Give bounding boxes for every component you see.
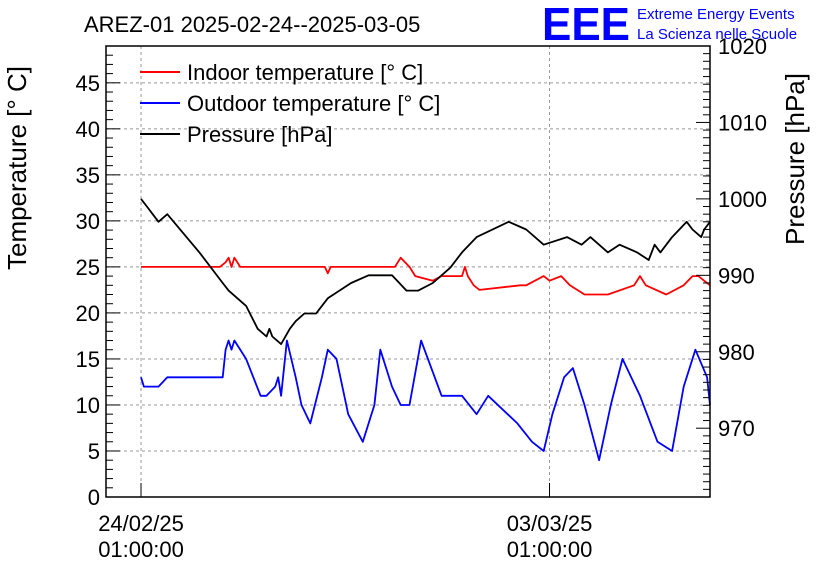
x-tick-label-time: 01:00:00 [507,537,593,562]
series-line-2 [140,198,711,346]
y-tick-label: 0 [88,485,100,510]
y-axis-right: 970 980 990 1000 1010 1020 [696,34,767,498]
legend-label-2: Pressure [hPa] [187,122,333,147]
logo-line-1: Extreme Energy Events [637,6,795,23]
legend-label-0: Indoor temperature [° C] [187,60,423,85]
plot-frame [105,45,711,498]
y-tick-label: 30 [76,209,100,234]
x-tick-label-time: 01:00:00 [98,537,184,562]
y-axis-left: 0 5 10 15 20 25 30 35 40 45 [76,54,120,510]
y2-tick-label: 990 [718,263,755,288]
y-tick-label: 45 [76,71,100,96]
series-group [140,198,711,462]
y2-tick-label: 970 [718,416,755,441]
logo-mark: EEE [542,0,630,50]
chart-title: AREZ-01 2025-02-24--2025-03-05 [84,12,420,37]
y-tick-label: 5 [88,439,100,464]
y-tick-label: 40 [76,117,100,142]
y-tick-label: 15 [76,347,100,372]
series-line-0 [141,256,711,296]
y-tick-label: 20 [76,301,100,326]
y2-axis-label: Pressure [hPa] [780,73,810,245]
x-tick-label-date: 03/03/25 [507,511,593,536]
x-tick-label-date: 24/02/25 [98,511,184,536]
y2-tick-label: 980 [718,340,755,365]
y2-tick-label: 1000 [718,187,767,212]
y2-tick-label: 1020 [718,34,767,59]
eee-logo: EEE Extreme Energy Events La Scienza nel… [542,0,797,50]
series-line-1 [140,339,711,462]
y-axis-label: Temperature [° C] [2,66,32,270]
legend-label-1: Outdoor temperature [° C] [187,91,440,116]
logo-line-2: La Scienza nelle Scuole [637,26,797,43]
legend: Indoor temperature [° C] Outdoor temperat… [140,60,440,147]
y-tick-label: 35 [76,163,100,188]
y2-tick-label: 1010 [718,110,767,135]
y-tick-label: 25 [76,255,100,280]
y-tick-label: 10 [76,393,100,418]
